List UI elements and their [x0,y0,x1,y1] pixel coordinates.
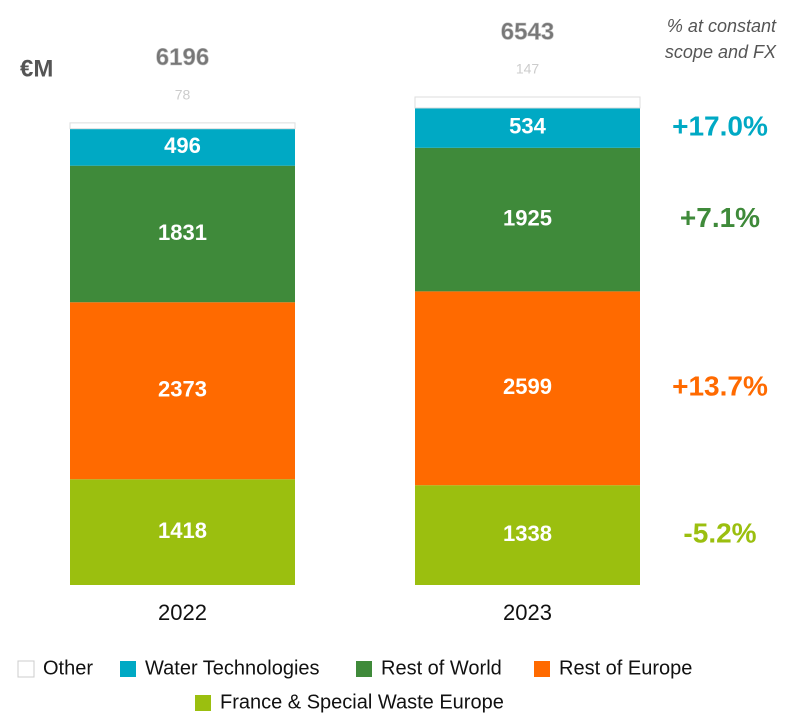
total-label: 6196 [156,44,209,71]
legend-label: Rest of World [381,657,502,679]
bar-segment [415,291,640,486]
legend-label: Water Technologies [145,657,320,679]
change-label: +17.0% [672,110,768,141]
data-label: 78 [175,87,191,103]
legend-swatch [120,661,136,677]
x-tick-label: 2022 [158,600,207,625]
legend-swatch [17,660,35,678]
legend-label: Rest of Europe [559,657,692,679]
bar-segment [415,107,640,148]
data-label: 2599 [503,374,552,399]
bar-segment [415,147,640,292]
bar-segment [70,302,295,480]
legend-swatch [356,661,372,677]
data-label: 534 [509,114,546,139]
bar-segment [414,96,641,109]
data-label: 496 [164,133,201,158]
bar-segment [70,479,295,585]
data-label: 1338 [503,521,552,546]
bar-segment [69,122,296,130]
data-label: 147 [516,61,540,77]
bar-segment [415,485,640,585]
change-label: +13.7% [672,371,768,402]
unit-label: €M [20,55,53,82]
data-label: 1831 [158,220,207,245]
data-label: 1418 [158,518,207,543]
note: scope and FX [665,42,777,62]
legend-label: France & Special Waste Europe [220,691,504,713]
x-tick-label: 2023 [503,600,552,625]
bar-segment [70,128,295,166]
change-label: -5.2% [683,517,756,548]
bar-segment [70,165,295,303]
note: % at constant [667,16,777,36]
total-label: 6543 [501,18,554,45]
legend-swatch [534,661,550,677]
legend-swatch [195,695,211,711]
change-label: +7.1% [680,202,760,233]
data-label: 2373 [158,377,207,402]
data-label: 1925 [503,205,552,230]
legend-label: Other [43,657,93,679]
